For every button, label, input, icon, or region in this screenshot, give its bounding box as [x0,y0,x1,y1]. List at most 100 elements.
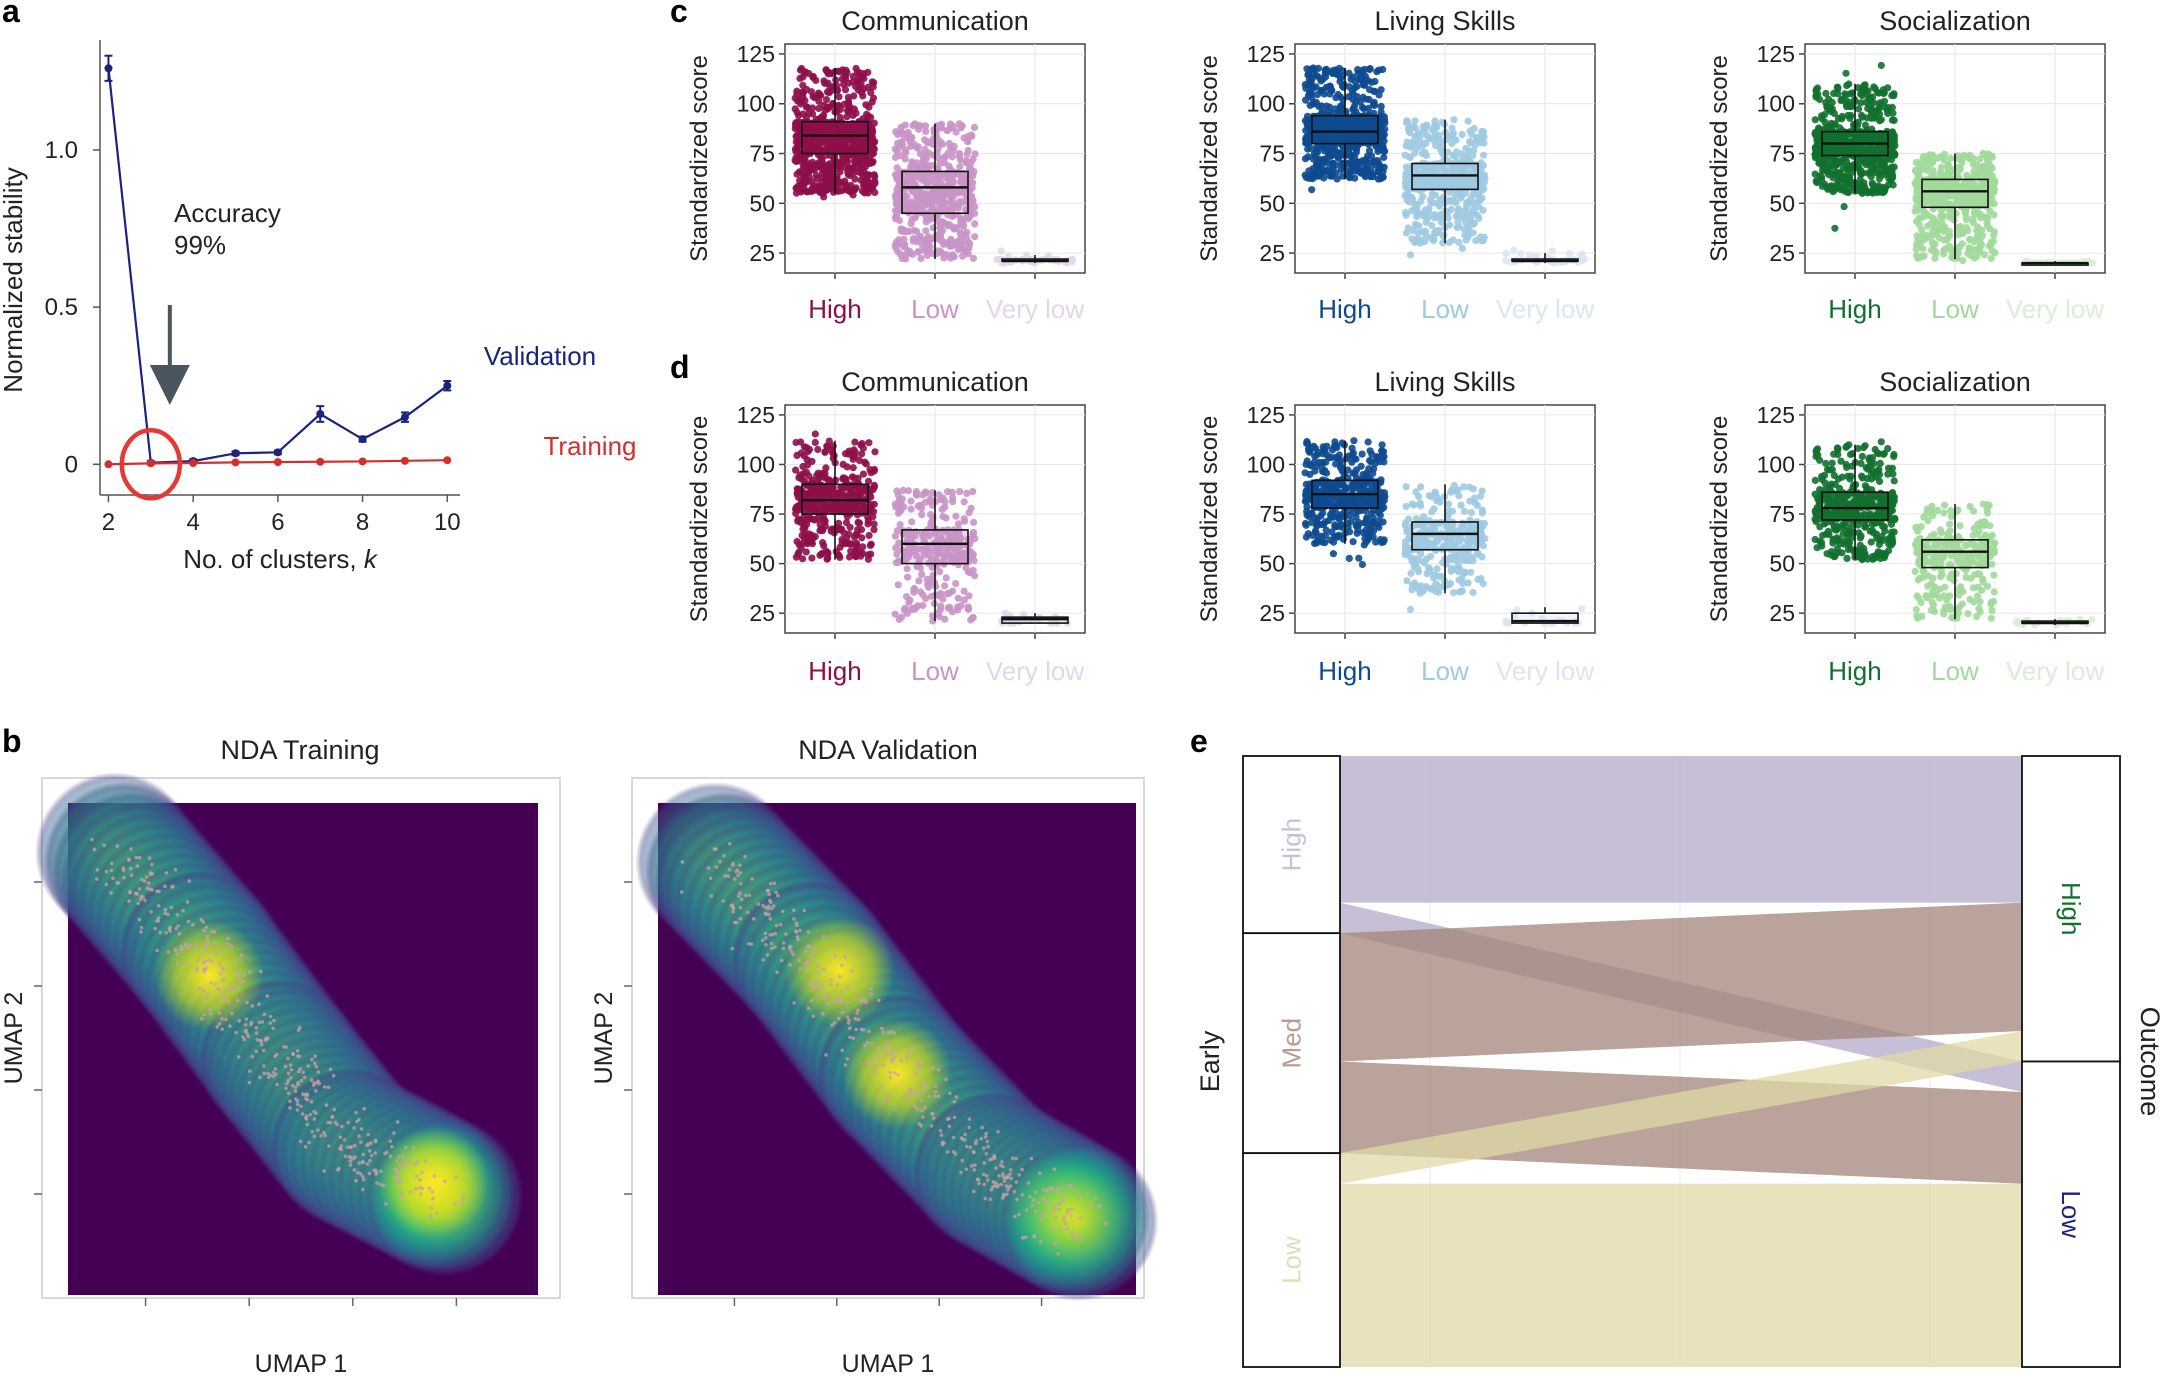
jitter-point [1427,198,1435,206]
y-tick-label: 75 [1259,141,1285,167]
jitter-point [1368,78,1376,86]
jitter-point [841,86,850,94]
jitter-point [803,538,811,546]
jitter-point [852,544,860,552]
jitter-point [970,518,978,527]
jitter-point [896,521,904,529]
jitter-point [894,130,902,139]
jitter-point [815,91,823,99]
jitter-point [907,505,915,513]
jitter-point [960,247,969,255]
x-tick-label: 6 [271,509,284,536]
jitter-point [1867,159,1875,167]
y-tick-label: 100 [1757,91,1795,117]
jitter-point [1480,151,1488,159]
jitter-point [1977,214,1985,222]
jitter-point [1333,175,1341,183]
jitter-point [1431,117,1439,125]
jitter-point [970,123,979,131]
category-label: Low [911,656,959,686]
jitter-point [1422,139,1430,147]
jitter-point [936,177,944,185]
jitter-point [1312,98,1320,106]
jitter-point [792,466,800,474]
jitter-point [1941,246,1949,254]
jitter-point [918,570,926,579]
jitter-point [901,228,909,236]
jitter-point [836,113,844,121]
jitter-point [1884,104,1893,112]
jitter-point [1984,214,1992,222]
data-point [146,459,155,468]
data-point [400,413,409,422]
jitter-point [814,476,822,485]
jitter-point [1480,133,1488,141]
jitter-point [842,534,851,543]
y-tick-label: 75 [749,501,775,527]
jitter-point [1876,117,1884,125]
jitter-point [1401,191,1409,200]
jitter-point [907,497,915,505]
jitter-point [1871,85,1879,93]
jitter-point [791,125,799,133]
jitter-point [1433,123,1441,131]
jitter-point [1449,236,1457,244]
jitter-point [895,183,903,191]
jitter-point [997,247,1005,255]
jitter-point [1811,116,1819,124]
jitter-point [914,248,922,256]
jitter-point [805,109,813,117]
jitter-point [808,457,816,465]
jitter-point [822,464,830,472]
jitter-point [1475,214,1483,223]
jitter-point [799,110,807,118]
jitter-point [960,498,968,506]
jitter-point [919,242,927,250]
jitter-point [1843,165,1851,173]
jitter-point [952,128,960,136]
jitter-point [1565,249,1573,258]
jitter-point [954,204,962,212]
jitter-point [1517,249,1525,258]
jitter-point [1415,139,1423,148]
jitter-point [904,176,912,184]
jitter-point [808,554,816,562]
jitter-point [1929,167,1937,175]
jitter-point [1954,243,1963,252]
jitter-point [1423,215,1431,223]
jitter-point [1871,188,1879,196]
jitter-point [944,150,952,158]
jitter-point [1918,232,1926,240]
jitter-point [867,469,875,477]
jitter-point [948,199,957,207]
jitter-point [1919,165,1927,173]
jitter-point [969,172,977,180]
y-tick-label: 125 [737,41,775,67]
jitter-point [816,115,824,123]
jitter-point [841,186,850,194]
jitter-point [811,430,819,438]
jitter-point [1422,231,1430,239]
jitter-point [1834,114,1842,122]
jitter-point [1404,224,1412,232]
jitter-point [1414,229,1422,237]
jitter-point [1417,197,1425,205]
data-point [273,458,282,467]
jitter-point [942,574,950,582]
jitter-point [1454,205,1463,213]
jitter-point [855,456,864,465]
jitter-point [1827,119,1835,127]
jitter-point [1818,115,1826,123]
jitter-point [844,146,852,154]
jitter-point [1927,231,1935,239]
jitter-point [1961,209,1969,217]
jitter-point [1857,180,1865,188]
jitter-point [1510,246,1518,254]
jitter-point [957,217,965,225]
jitter-point [1466,127,1474,135]
jitter-point [1304,70,1312,78]
jitter-point [1955,166,1963,175]
panel-label-b: b [2,723,22,759]
jitter-point [891,610,899,618]
jitter-point [960,134,968,142]
